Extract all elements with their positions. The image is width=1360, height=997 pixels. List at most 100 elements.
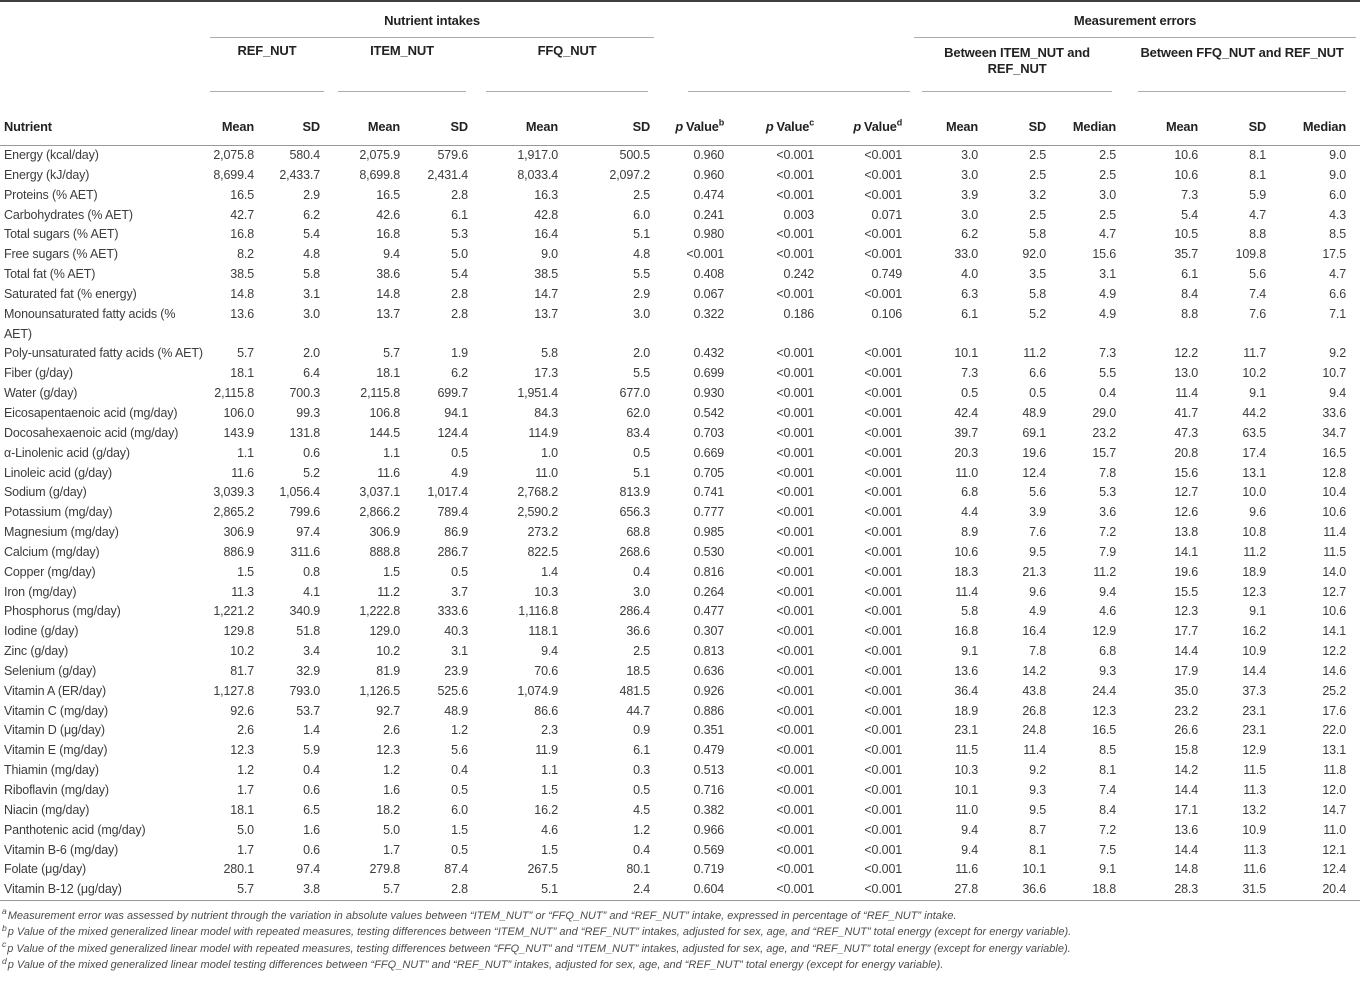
cell-value: <0.001 <box>864 802 903 817</box>
cell-value: 2.9 <box>303 187 320 202</box>
cell-value: 813.9 <box>619 485 651 500</box>
table-row: α-Linolenic acid (g/day) 1.1 0.6 1.1 0.5 1.0 0… <box>0 444 1360 464</box>
cell-value: 10.6 <box>954 544 979 559</box>
cell-value: <0.001 <box>776 227 815 242</box>
cell-value: 16.8 <box>230 227 254 242</box>
cell-value: 0.669 <box>693 445 725 460</box>
cell-value: 0.5 <box>451 783 468 797</box>
table-row: Magnesium (mg/day) 306.9 97.4 306.9 86.9 273.… <box>0 523 1360 543</box>
table-row: Water (g/day) 2,115.8 700.3 2,115.8 699.7 1,9… <box>0 384 1360 404</box>
cell-value: 6.6 <box>1329 286 1347 301</box>
cell-value: 3.0 <box>961 148 979 162</box>
cell-value: 888.8 <box>369 544 400 559</box>
cell-value: 32.9 <box>296 663 320 678</box>
cell-value: 97.4 <box>296 525 320 540</box>
cell-value: 12.2 <box>1174 346 1199 361</box>
cell-value: 0.886 <box>693 703 725 718</box>
cell-value: <0.001 <box>864 505 903 520</box>
cell-value: 1.2 <box>451 723 468 738</box>
cell-value: 11.3 <box>231 584 254 599</box>
nutrient-name: Water (g/day) <box>4 386 78 401</box>
cell-value: 0.705 <box>693 465 725 480</box>
cell-value: <0.001 <box>864 862 903 877</box>
cell-value: 14.1 <box>1174 544 1199 559</box>
cell-value: 84.3 <box>534 405 558 420</box>
cell-value: 11.0 <box>535 465 558 480</box>
subgroup-ffq-nut-label: FFQ_NUT <box>486 38 649 92</box>
pvalues-spanner-rule <box>688 38 911 92</box>
cell-value: 12.9 <box>1092 624 1117 639</box>
cell-value: 2.6 <box>237 723 254 738</box>
cell-value: 14.8 <box>376 286 400 301</box>
cell-value: 0.5 <box>451 842 468 857</box>
cell-value: 1.5 <box>237 564 254 579</box>
cell-value: 7.6 <box>1029 525 1047 540</box>
cell-value: <0.001 <box>776 187 815 202</box>
cell-value: 12.2 <box>1322 644 1347 659</box>
cell-value: 4.3 <box>1329 207 1347 222</box>
cell-value: 11.2 <box>1023 346 1047 361</box>
cell-value: 12.1 <box>1322 842 1347 857</box>
cell-value: 2.5 <box>1029 167 1047 182</box>
cell-value: 1.1 <box>237 445 254 460</box>
cell-value: 0.477 <box>693 604 725 619</box>
cell-value: 1.7 <box>237 783 254 797</box>
nutrient-name: Total sugars (% AET) <box>4 227 119 242</box>
cell-value: <0.001 <box>864 386 903 401</box>
cell-value: 4.9 <box>1099 286 1117 301</box>
table-row: Vitamin C (mg/day) 92.6 53.7 92.7 48.9 86.6 44… <box>0 702 1360 722</box>
table-row: Monounsaturated fatty acids (% AET) 13.6 3… <box>0 305 1360 345</box>
cell-value: 7.6 <box>1249 306 1267 321</box>
cell-value: 3.0 <box>303 306 320 321</box>
cell-value: 92.0 <box>1022 247 1047 262</box>
cell-value: 42.7 <box>230 207 254 222</box>
group-header-row: Nutrient intakes Measurement errors <box>0 1 1360 38</box>
cell-value: 63.5 <box>1242 425 1267 440</box>
cell-value: 5.6 <box>1249 267 1267 282</box>
cell-value: 14.2 <box>1174 763 1199 778</box>
cell-value: 5.4 <box>303 227 320 242</box>
cell-value: 3.1 <box>1099 267 1117 282</box>
cell-value: 18.2 <box>376 802 400 817</box>
cell-value: 11.2 <box>377 584 400 599</box>
cell-value: 87.4 <box>444 862 468 877</box>
footnote-marker-d: d <box>896 117 903 128</box>
cell-value: <0.001 <box>776 802 815 817</box>
cell-value: 0.6 <box>303 842 320 857</box>
footnote-a: aMeasurement error was assessed by nutri… <box>2 907 1360 924</box>
cell-value: 86.9 <box>444 525 468 540</box>
cell-value: 0.4 <box>451 763 468 778</box>
cell-value: 44.2 <box>1242 405 1267 420</box>
cell-value: 33.6 <box>1322 405 1347 420</box>
cell-value: 16.5 <box>1092 723 1117 738</box>
table-row: Carbohydrates (% AET) 42.7 6.2 42.6 6.1 42.8 6… <box>0 206 1360 226</box>
table-row: Iron (mg/day) 11.3 4.1 11.2 3.7 10.3 3.0 0.264 <… <box>0 583 1360 603</box>
cell-value: 656.3 <box>619 505 651 520</box>
nutrient-intake-table: Nutrient intakes Measurement errors REF_… <box>0 0 1360 902</box>
cell-value: 0.106 <box>871 306 903 321</box>
cell-value: 2.5 <box>633 187 651 202</box>
cell-value: 15.5 <box>1174 584 1199 599</box>
cell-value: 3.1 <box>451 644 468 659</box>
cell-value: 38.6 <box>376 267 400 282</box>
subgroup-ref-nut-label: REF_NUT <box>210 38 324 92</box>
cell-value: 0.5 <box>633 445 651 460</box>
cell-value: 0.719 <box>693 862 725 877</box>
cell-value: <0.001 <box>864 663 903 678</box>
cell-value: 0.6 <box>303 445 320 460</box>
cell-value: 9.0 <box>541 247 558 262</box>
cell-value: 18.5 <box>626 663 651 678</box>
cell-value: <0.001 <box>864 822 903 837</box>
col-ffq-sd: SD <box>632 119 651 134</box>
cell-value: 23.1 <box>954 723 979 738</box>
table-header: Nutrient intakes Measurement errors REF_… <box>0 1 1360 146</box>
cell-value: 0.242 <box>783 267 815 282</box>
cell-value: 5.7 <box>237 882 254 897</box>
cell-value: 23.1 <box>1242 703 1267 718</box>
cell-value: 2.8 <box>451 286 468 301</box>
subgroup-header-row: REF_NUT ITEM_NUT FFQ_NUT Between ITEM_NU… <box>0 38 1360 92</box>
cell-value: 144.5 <box>369 425 400 440</box>
cell-value: 36.4 <box>954 683 979 698</box>
cell-value: 16.5 <box>1322 445 1347 460</box>
table-row: Calcium (mg/day) 886.9 311.6 888.8 286.7 822.… <box>0 543 1360 563</box>
